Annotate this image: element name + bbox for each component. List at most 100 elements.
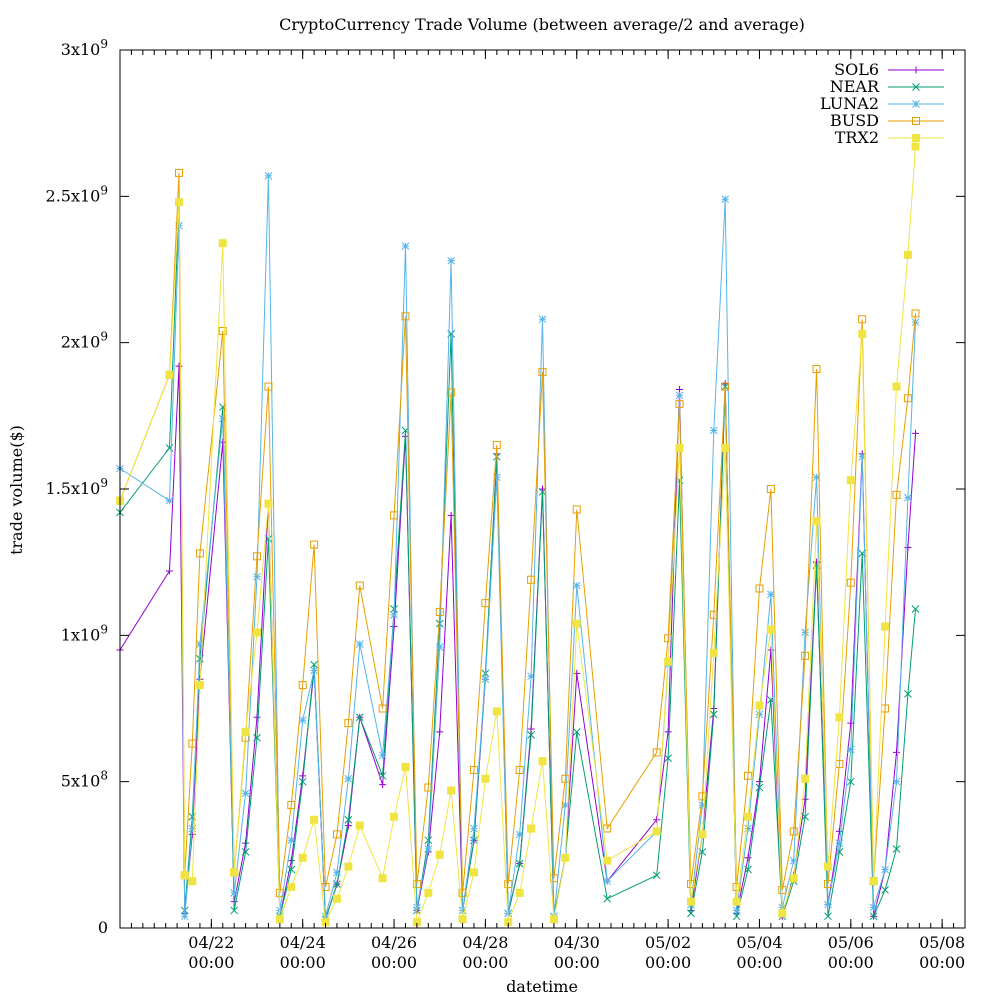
data-point-sol6 [287,857,295,865]
x-tick-date: 05/06 [828,933,874,952]
data-point-trx2 [686,897,695,906]
data-point-near [435,619,444,628]
data-point-trx2 [858,329,867,338]
data-point-trx2 [561,853,570,862]
data-point-busd [264,382,273,391]
data-point-busd [344,719,353,728]
data-point-near [687,909,695,918]
data-point-busd [174,168,183,177]
data-point-sol6 [175,362,183,370]
data-point-trx2 [823,862,832,871]
data-point-busd [903,394,912,403]
data-point-luna2 [561,801,570,809]
data-point-trx2 [698,830,707,839]
data-point-trx2 [572,619,581,628]
data-point-luna2 [413,903,421,912]
data-point-near [572,728,581,736]
y-tick-label: 2x109 [61,330,108,352]
data-point-sol6 [835,827,843,835]
data-point-busd [744,771,753,780]
data-point-luna2 [721,195,730,204]
data-point-luna2 [709,426,718,435]
data-point-trx2 [812,517,821,526]
data-point-busd [275,888,284,897]
data-point-busd [401,312,410,321]
x-tick-date: 04/22 [188,933,234,952]
data-point-sol6 [892,748,900,756]
x-tick-date: 04/26 [371,933,417,952]
data-point-luna2 [458,906,467,915]
data-point-luna2 [835,839,844,847]
data-point-luna2 [755,710,764,719]
data-point-near [824,912,832,921]
data-point-trx2 [332,894,341,903]
data-point-trx2 [492,707,501,716]
y-tick-label: 1.5x109 [46,476,108,498]
data-point-luna2 [675,391,684,400]
data-point-busd [458,888,467,897]
x-tick-date: 05/04 [736,933,782,952]
data-point-sol6 [912,429,920,437]
data-point-sol6 [165,567,173,575]
data-point-trx2 [515,888,524,897]
data-point-luna2 [390,610,398,619]
data-point-luna2 [824,900,832,909]
data-point-luna2 [287,836,296,845]
data-point-near [241,848,250,856]
data-point-near [755,783,764,792]
data-point-sol6 [436,728,444,736]
data-point-luna2 [881,865,889,874]
data-point-busd [332,830,341,839]
data-point-busd [911,309,920,318]
data-point-trx2 [801,774,810,783]
data-point-luna2 [196,640,204,648]
data-point-busd [766,485,775,493]
data-point-busd [390,511,399,520]
data-point-near [664,754,672,763]
series-trx2 [116,142,920,927]
series-line-luna2 [119,175,916,917]
data-point-near [344,815,353,824]
data-point-busd [652,748,661,757]
data-point-busd [378,704,387,713]
data-point-luna2 [846,745,855,754]
data-point-busd [310,540,319,549]
data-point-trx2 [675,444,684,453]
y-tick-label: 5x108 [61,769,108,791]
data-point-luna2 [321,912,330,921]
data-point-near [911,605,920,613]
data-point-trx2 [287,883,296,892]
data-point-luna2 [603,877,612,886]
data-point-luna2 [230,889,239,897]
data-point-near [527,730,535,739]
data-point-sol6 [744,854,752,862]
data-point-trx2 [846,476,855,485]
data-point-trx2 [469,868,478,877]
data-point-luna2 [744,824,752,833]
data-point-busd [515,765,524,774]
data-point-near [892,845,901,853]
data-point-luna2 [333,868,341,877]
data-point-trx2 [766,625,775,634]
data-point-near [355,713,364,722]
data-point-busd [755,584,764,593]
legend-marker-trx2 [912,134,920,142]
data-point-near [869,912,878,921]
data-point-busd [778,885,787,894]
data-point-trx2 [755,701,764,710]
data-point-luna2 [801,628,809,637]
data-point-trx2 [778,909,787,918]
data-point-luna2 [858,452,867,461]
data-point-busd [195,549,204,558]
x-tick-time: 00:00 [554,953,600,972]
data-point-trx2 [709,648,718,657]
x-tick-date: 05/02 [645,933,691,952]
data-point-luna2 [344,774,353,783]
legend-marker-near [912,83,920,91]
data-point-luna2 [310,666,318,675]
data-point-luna2 [401,242,410,250]
data-point-near [744,865,752,874]
data-point-luna2 [424,845,433,853]
data-point-near [253,733,261,742]
